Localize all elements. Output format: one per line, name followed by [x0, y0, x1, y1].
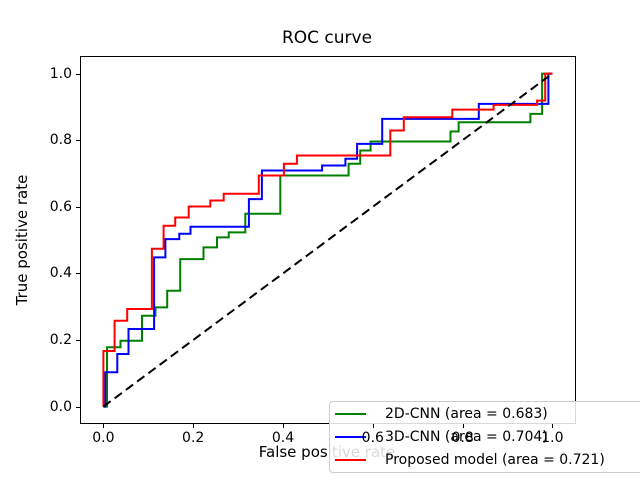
x-tick-mark: [193, 424, 195, 428]
x-tick-mark: [372, 424, 374, 428]
x-tick-mark: [283, 424, 284, 428]
y-tick-mark: [76, 273, 80, 275]
legend-label: 3D-CNN (area = 0.704): [385, 429, 548, 445]
y-tick-mark: [76, 73, 80, 75]
y-tick-label: 1.0: [49, 65, 72, 82]
x-tick-mark: [552, 424, 554, 428]
y-tick-label: 0.0: [49, 398, 72, 415]
legend-row-3d-cnn: 3D-CNN (area = 0.704): [330, 426, 640, 449]
chart-title: ROC curve: [281, 28, 373, 48]
chance-line: [102, 72, 553, 408]
plot-area: 2D-CNN (area = 0.683) 3D-CNN (area = 0.70…: [80, 56, 640, 473]
legend-label: Proposed model (area = 0.721): [385, 452, 605, 468]
y-tick-label: 0.2: [49, 332, 72, 348]
legend-line-swatch: [335, 413, 366, 415]
roc-curve-2d-cnn: [103, 72, 553, 408]
y-tick-label: 0.8: [49, 132, 72, 149]
x-tick-label: 0.2: [182, 430, 205, 446]
legend-row-proposed-model: Proposed model (area = 0.721): [330, 449, 640, 472]
y-tick-label: 0.4: [49, 265, 72, 282]
x-tick-label: 0.0: [92, 430, 115, 446]
x-tick-label: 1.0: [541, 430, 564, 446]
x-tick-label: 0.8: [451, 430, 474, 446]
y-axis-label: True positive rate: [13, 174, 31, 306]
y-tick-mark: [76, 140, 80, 142]
legend-row-2d-cnn: 2D-CNN (area = 0.683): [330, 403, 640, 426]
roc-curve-3d-cnn: [103, 72, 553, 408]
legend-line-swatch: [335, 459, 366, 461]
x-tick-label: 0.6: [361, 430, 384, 446]
y-tick-mark: [76, 206, 80, 208]
x-tick-label: 0.4: [271, 430, 295, 446]
roc-curve-proposed-model: [102, 72, 553, 407]
y-tick-mark: [76, 340, 80, 341]
roc-plot-canvas: [102, 72, 553, 408]
legend-label: 2D-CNN (area = 0.683): [385, 406, 548, 422]
x-tick-mark: [103, 424, 105, 428]
y-tick-mark: [76, 406, 80, 408]
x-tick-mark: [462, 424, 464, 428]
y-tick-label: 0.6: [49, 198, 72, 215]
legend-line-swatch: [335, 436, 366, 438]
legend: 2D-CNN (area = 0.683) 3D-CNN (area = 0.70…: [329, 401, 640, 473]
